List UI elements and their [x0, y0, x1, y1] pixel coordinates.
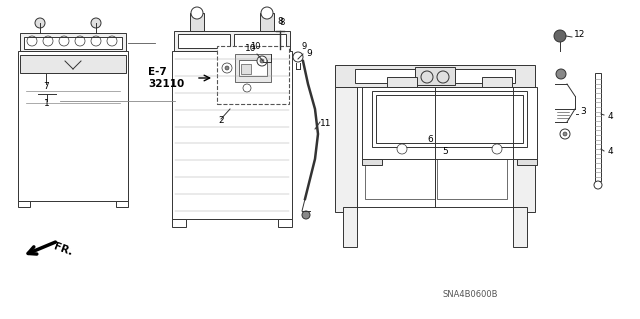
Bar [372, 91, 527, 147]
Text: 5: 5 [442, 147, 448, 156]
Bar [376, 95, 523, 143]
Circle shape [243, 84, 251, 92]
Text: 2: 2 [218, 116, 224, 125]
Circle shape [257, 56, 267, 66]
Bar [116, 201, 128, 207]
Bar [20, 33, 126, 51]
Circle shape [302, 211, 310, 219]
Circle shape [594, 181, 602, 189]
Bar [415, 67, 455, 85]
Bar [595, 73, 601, 181]
Bar [239, 60, 267, 76]
Circle shape [492, 144, 502, 154]
Bar [172, 51, 292, 219]
Circle shape [191, 7, 203, 19]
Circle shape [222, 63, 232, 73]
Circle shape [225, 66, 229, 70]
Circle shape [261, 7, 273, 19]
Text: 11: 11 [320, 119, 332, 128]
Text: E-7: E-7 [148, 67, 167, 77]
Circle shape [556, 69, 566, 79]
Text: 32110: 32110 [148, 79, 184, 89]
Text: 4: 4 [608, 112, 614, 121]
Bar [362, 159, 382, 165]
Bar [18, 201, 30, 207]
Text: 8: 8 [279, 18, 285, 27]
Bar [437, 97, 507, 199]
Bar [172, 219, 186, 227]
Bar [278, 219, 292, 227]
Text: 3: 3 [580, 107, 586, 116]
Circle shape [554, 30, 566, 42]
Bar [513, 207, 527, 247]
Circle shape [260, 59, 264, 63]
Text: 1: 1 [44, 99, 50, 108]
Text: 12: 12 [574, 30, 586, 39]
Bar [362, 87, 537, 159]
Text: 8: 8 [277, 17, 283, 26]
Bar [513, 87, 535, 212]
Circle shape [421, 71, 433, 83]
Bar [235, 54, 271, 82]
Bar [343, 207, 357, 247]
Text: 4: 4 [608, 147, 614, 156]
Circle shape [437, 71, 449, 83]
Text: 9: 9 [302, 42, 307, 51]
Bar [365, 97, 435, 199]
Circle shape [35, 18, 45, 28]
Text: 9: 9 [306, 49, 312, 58]
Text: FR.: FR. [52, 241, 74, 257]
Bar [517, 159, 537, 165]
Text: SNA4B0600B: SNA4B0600B [442, 290, 498, 299]
Bar [190, 13, 204, 31]
Bar [178, 34, 230, 48]
Bar [217, 46, 289, 104]
Circle shape [293, 52, 303, 62]
Bar [24, 37, 122, 49]
Text: 7: 7 [43, 82, 49, 91]
Bar [234, 34, 286, 48]
Bar [335, 87, 357, 212]
Text: 10: 10 [250, 42, 260, 51]
Text: 6: 6 [427, 135, 433, 144]
Text: 10: 10 [245, 44, 257, 53]
Bar [387, 77, 417, 87]
Circle shape [560, 129, 570, 139]
Bar [482, 77, 512, 87]
Bar [18, 51, 128, 201]
Bar [355, 69, 415, 83]
Bar [241, 64, 251, 74]
Bar [455, 69, 515, 83]
Circle shape [563, 132, 567, 136]
Bar [335, 65, 535, 87]
Bar [174, 31, 290, 51]
Circle shape [91, 18, 101, 28]
Bar [260, 13, 274, 31]
Bar [20, 55, 126, 73]
Circle shape [397, 144, 407, 154]
